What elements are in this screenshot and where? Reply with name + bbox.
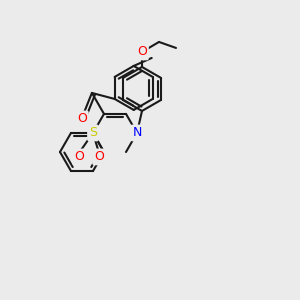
Text: O: O xyxy=(137,45,147,58)
Text: O: O xyxy=(74,150,84,164)
Text: O: O xyxy=(77,112,87,125)
Text: O: O xyxy=(94,150,104,164)
Text: S: S xyxy=(89,126,97,140)
Text: N: N xyxy=(132,126,142,140)
